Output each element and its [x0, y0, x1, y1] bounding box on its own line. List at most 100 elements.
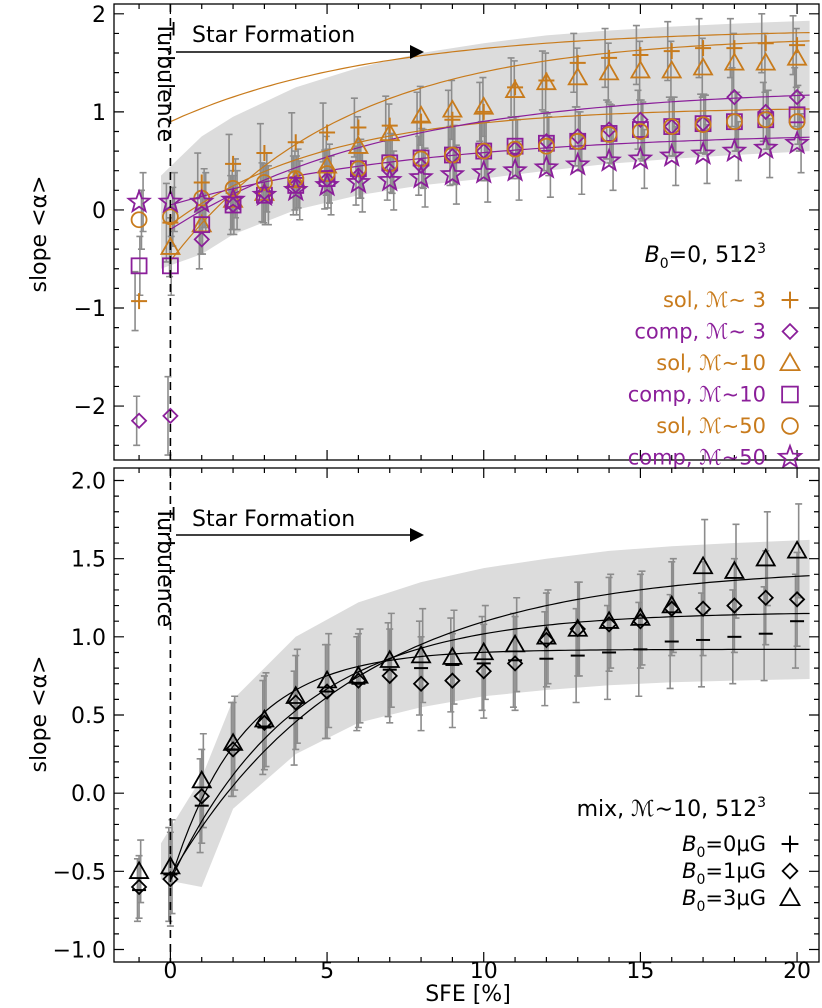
data-point-triangle: [410, 644, 432, 664]
data-point-star: [345, 168, 372, 194]
data-point-diamond: [694, 600, 712, 617]
data-point-diamond: [350, 672, 367, 689]
data-point-square: [318, 170, 336, 187]
data-point-plus: [131, 293, 148, 310]
top-panel: −2 −1 0 1 2 slope <α> Turbulence Star Format…: [27, 3, 820, 470]
data-point-plus: [319, 124, 336, 141]
bottom-legend-title: mix, ℳ∼10, 5123: [577, 795, 766, 822]
top-plot-frame: [113, 3, 820, 461]
data-point-triangle: [128, 860, 150, 879]
data-point-triangle: [441, 99, 463, 118]
data-point-plus: [663, 43, 680, 60]
data-point-triangle: [692, 56, 714, 76]
data-point-diamond: [350, 167, 367, 184]
data-point-triangle: [222, 732, 244, 751]
data-point-square: [193, 216, 211, 234]
data-point-plus: [695, 40, 712, 57]
data-point-plus: [444, 111, 461, 128]
y-tick-label: −1.0: [53, 938, 106, 963]
data-point-triangle: [347, 665, 369, 684]
data-point-triangle: [692, 555, 714, 575]
data-point-circle: [287, 170, 305, 187]
fit-curve: [170, 94, 810, 231]
data-point-diamond: [130, 412, 148, 430]
data-point-triangle: [316, 669, 338, 689]
data-point-diamond: [538, 133, 555, 150]
data-point-circle: [255, 174, 273, 191]
data-point-triangle: [786, 540, 808, 559]
bottom-panel: −1.0 −0.5 0.0 0.5 1.0 1.5 2.0 0 5 10 15 20 slope <…: [27, 467, 820, 1007]
data-point-triangle: [347, 135, 369, 154]
legend-entry-label: sol, ℳ∼50: [656, 414, 766, 438]
data-point-circle: [569, 132, 587, 150]
data-point-triangle: [755, 52, 777, 71]
data-point-triangle: [410, 104, 432, 124]
error-bar: [513, 596, 521, 693]
y-tick-label: 1.0: [71, 626, 106, 651]
y-tick-label: 0: [92, 199, 106, 224]
data-point-triangle: [473, 96, 495, 115]
data-point-diamond: [757, 589, 775, 607]
legend-marker-circle: [781, 417, 799, 435]
bottom-band-layer: [161, 539, 810, 887]
data-point-plus: [225, 155, 242, 172]
uncertainty-band: [161, 539, 810, 887]
data-point-circle: [224, 179, 242, 197]
data-point-triangle: [786, 47, 808, 66]
y-tick-label: 0.5: [71, 704, 106, 729]
data-point-plus: [757, 35, 774, 52]
data-point-star: [251, 181, 278, 207]
data-point-star: [439, 161, 466, 186]
data-point-circle: [788, 113, 806, 131]
error-bar: [732, 523, 740, 619]
data-point-diamond: [444, 672, 461, 689]
bottom-xtick-labels: 0 5 10 15 20: [163, 959, 811, 984]
legend-entry-label: B0=3μG: [682, 886, 766, 915]
data-point-diamond: [130, 878, 148, 896]
error-bar: [390, 150, 398, 211]
data-point-circle: [726, 113, 743, 131]
bottom-star-formation-label: Star Formation: [192, 507, 355, 532]
error-bar: [296, 160, 304, 221]
data-point-star: [188, 188, 215, 214]
legend-entry-label: sol, ℳ∼10: [656, 351, 766, 375]
data-point-triangle: [441, 646, 463, 665]
legend-entry-label: comp, ℳ∼50: [628, 446, 766, 470]
error-bar: [795, 503, 803, 599]
data-point-diamond: [788, 591, 806, 608]
data-point-diamond: [412, 675, 430, 693]
y-tick-label: 0.0: [71, 782, 106, 807]
data-point-plus: [287, 134, 304, 151]
data-point-star: [596, 147, 622, 172]
data-point-star: [376, 166, 403, 192]
data-point-star: [658, 142, 685, 168]
top-y-axis-label: slope <α>: [27, 176, 52, 293]
data-point-star: [220, 186, 246, 212]
data-point-triangle: [535, 626, 557, 645]
data-point-triangle: [473, 641, 495, 661]
data-point-diamond: [757, 103, 775, 121]
x-axis-label: SFE [%]: [425, 982, 511, 1007]
data-point-circle: [161, 208, 179, 226]
data-point-star: [627, 145, 654, 170]
bottom-y-axis-label: slope <α>: [27, 656, 52, 773]
data-point-triangle: [285, 685, 307, 704]
data-point-star: [752, 134, 779, 160]
top-star-formation-label: Star Formation: [192, 23, 355, 48]
legend-entry-label: sol, ℳ∼ 3: [663, 288, 766, 312]
bottom-ytick-labels: −1.0 −0.5 0.0 0.5 1.0 1.5 2.0: [53, 470, 106, 964]
x-tick-label: 10: [470, 959, 498, 984]
error-bar: [763, 510, 771, 607]
error-bar: [669, 557, 677, 654]
error-bar: [133, 395, 141, 447]
legend-marker-square: [781, 385, 799, 404]
data-point-plus: [350, 119, 367, 136]
data-point-circle: [475, 142, 493, 160]
top-turbulence-label: Turbulence: [152, 21, 177, 142]
data-point-triangle: [222, 189, 244, 208]
y-tick-label: −2: [74, 395, 106, 420]
x-tick-label: 0: [163, 959, 177, 984]
top-ytick-labels: −2 −1 0 1 2: [74, 3, 106, 420]
